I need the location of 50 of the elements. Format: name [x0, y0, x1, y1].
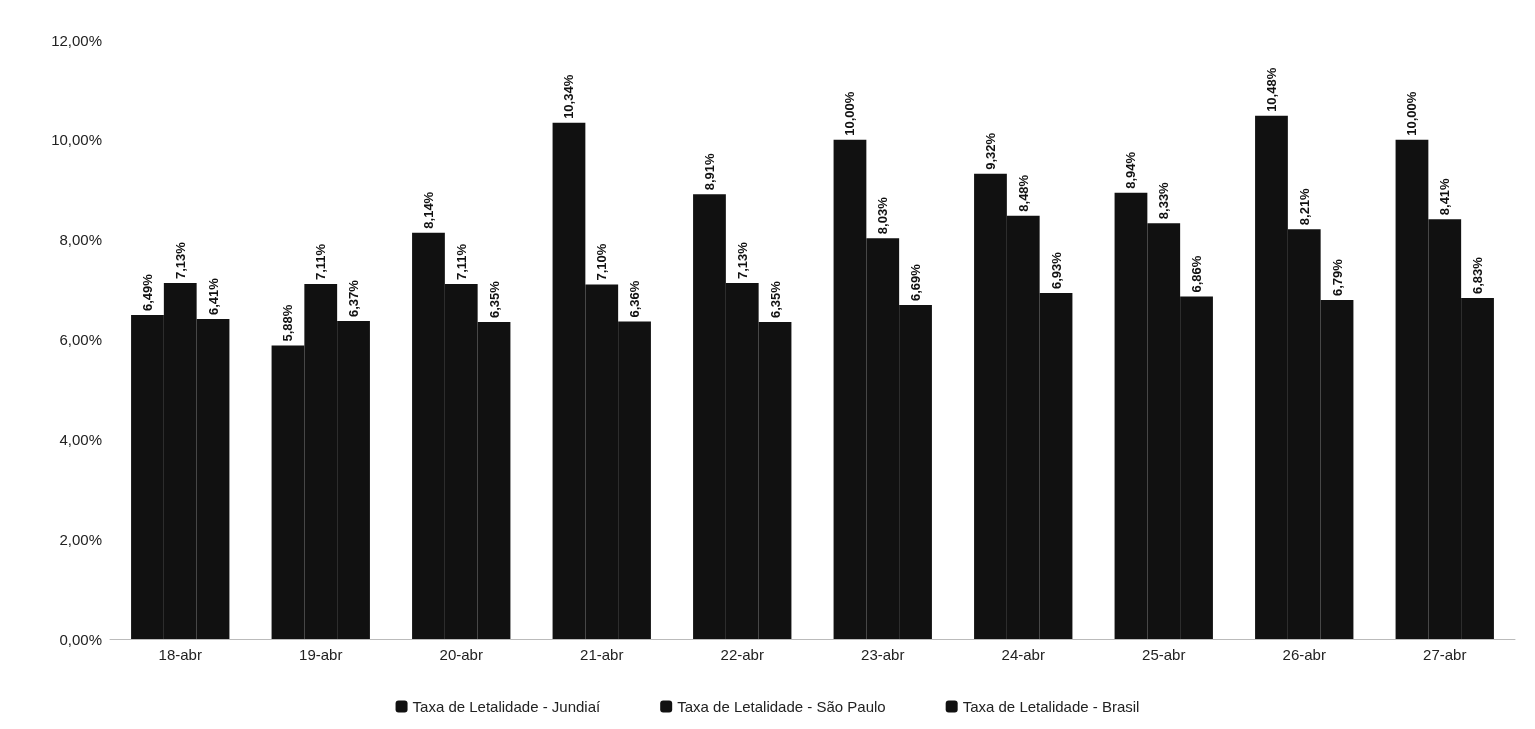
- data-label: 7,10%: [594, 243, 610, 281]
- data-label: 8,41%: [1437, 177, 1453, 216]
- x-tick-label: 23-abr: [861, 646, 905, 663]
- data-label: 8,21%: [1296, 187, 1312, 226]
- x-tick-label: 19-abr: [299, 646, 343, 663]
- y-tick-label: 4,00%: [59, 430, 102, 448]
- data-label: 8,33%: [1156, 181, 1172, 220]
- data-label: 6,49%: [139, 273, 155, 312]
- data-label: 8,03%: [875, 196, 891, 235]
- data-label: 10,48%: [1263, 67, 1279, 112]
- data-label: 8,94%: [1123, 151, 1139, 189]
- x-tick-label: 21-abr: [580, 646, 624, 663]
- data-label: 6,93%: [1048, 251, 1064, 290]
- data-label: 6,79%: [1329, 258, 1345, 297]
- x-tick-label: 18-abr: [158, 646, 202, 663]
- y-tick-label: 8,00%: [59, 231, 102, 249]
- data-label: 6,86%: [1189, 255, 1205, 293]
- y-tick-label: 2,00%: [59, 530, 102, 548]
- legend-label: Taxa de Letalidade - Jundiaí: [412, 698, 602, 715]
- data-label: 6,41%: [205, 277, 221, 316]
- x-tick-label: 20-abr: [439, 646, 483, 663]
- x-tick-label: 24-abr: [1001, 646, 1045, 663]
- data-label: 6,35%: [486, 280, 502, 319]
- y-tick-label: 10,00%: [51, 131, 102, 149]
- y-tick-label: 12,00%: [51, 31, 102, 49]
- data-label: 10,00%: [842, 91, 858, 136]
- data-label: 6,83%: [1470, 256, 1486, 295]
- data-label: 5,88%: [280, 304, 296, 342]
- data-label: 6,36%: [627, 280, 643, 318]
- x-tick-label: 22-abr: [720, 646, 764, 663]
- data-label: 7,11%: [453, 243, 469, 281]
- x-tick-label: 26-abr: [1282, 646, 1326, 663]
- data-label: 10,34%: [561, 74, 577, 119]
- data-label: 8,48%: [1015, 174, 1031, 212]
- data-label: 7,13%: [734, 241, 750, 280]
- legend-label: Taxa de Letalidade - Brasil: [962, 698, 1140, 715]
- data-label: 6,35%: [767, 280, 783, 319]
- data-label: 8,91%: [701, 152, 717, 191]
- y-tick-label: 0,00%: [59, 630, 102, 648]
- data-label: 10,00%: [1404, 91, 1420, 136]
- x-tick-label: 27-abr: [1423, 646, 1467, 663]
- data-label: 6,69%: [908, 263, 924, 302]
- data-label: 7,13%: [172, 241, 188, 280]
- data-label: 8,14%: [420, 191, 436, 229]
- legend-label: Taxa de Letalidade - São Paulo: [677, 698, 886, 715]
- data-label: 6,37%: [346, 279, 362, 318]
- data-label: 7,11%: [313, 243, 329, 281]
- data-label: 9,32%: [982, 132, 998, 170]
- x-tick-label: 25-abr: [1142, 646, 1186, 663]
- y-tick-label: 6,00%: [59, 331, 102, 348]
